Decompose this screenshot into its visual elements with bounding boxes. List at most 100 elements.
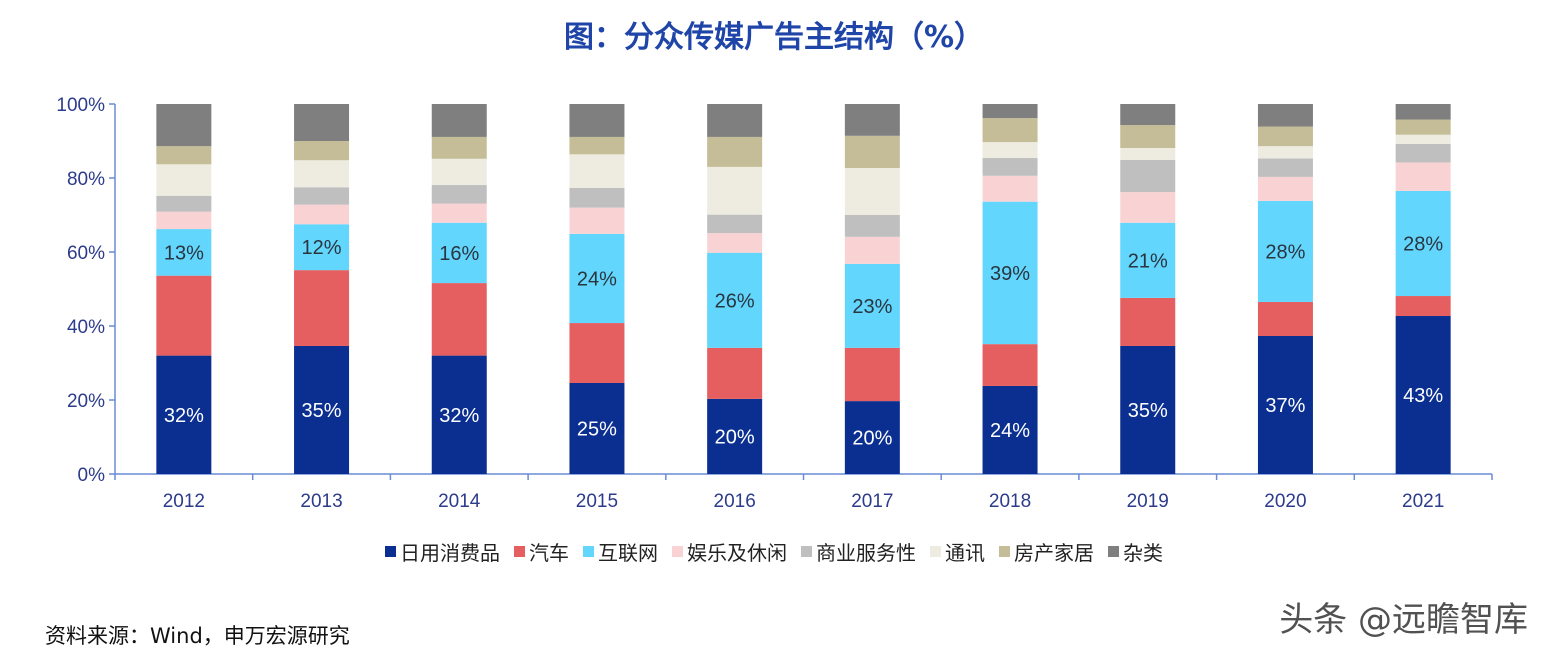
- bar-segment: [982, 385, 1038, 474]
- data-label: 20%: [715, 426, 755, 448]
- bar-segment: [156, 211, 212, 230]
- bar-segment: [569, 233, 625, 324]
- bar-segment: [1120, 192, 1176, 223]
- bar-segment: [156, 275, 212, 356]
- bar-segment: [707, 104, 763, 137]
- bar-segment: [569, 136, 625, 155]
- bar-segment: [1395, 316, 1451, 474]
- bar-segment: [294, 345, 350, 474]
- bar-segment: [569, 382, 625, 474]
- bar-segment: [1120, 297, 1176, 346]
- bar-segment: [156, 146, 212, 165]
- bar-segment: [156, 229, 212, 276]
- bar-segment: [294, 104, 350, 141]
- bar-segment: [1395, 143, 1451, 163]
- bar-segment: [294, 224, 350, 271]
- bar-segment: [1257, 126, 1313, 147]
- legend-item: 互联网: [583, 537, 658, 566]
- x-tick-label: 2021: [1402, 491, 1444, 512]
- bar-segment: [1257, 104, 1313, 127]
- bar-segment: [1395, 162, 1451, 191]
- y-tick-label: 80%: [67, 169, 105, 190]
- legend-label: 杂类: [1123, 541, 1163, 565]
- bar-segment: [1257, 176, 1313, 201]
- legend-swatch: [672, 546, 683, 557]
- bar-segment: [1120, 104, 1176, 126]
- data-label: 16%: [439, 243, 479, 265]
- data-label: 43%: [1403, 385, 1443, 407]
- x-tick-label: 2018: [989, 491, 1031, 512]
- bar-segment: [707, 136, 763, 167]
- bar-segment: [844, 215, 900, 237]
- x-tick-label: 2020: [1264, 491, 1306, 512]
- bar-segment: [431, 203, 487, 223]
- legend-swatch: [583, 546, 594, 557]
- bar-segment: [1395, 104, 1451, 120]
- bar-segment: [569, 187, 625, 208]
- bar-segment: [982, 175, 1038, 202]
- bar-segment: [707, 252, 763, 348]
- legend-swatch: [801, 546, 812, 557]
- bar-segment: [1257, 301, 1313, 336]
- bar-segment: [982, 344, 1038, 386]
- data-label: 32%: [439, 405, 479, 427]
- legend-label: 日用消费品: [400, 541, 500, 565]
- y-tick-label: 60%: [67, 243, 105, 264]
- bar-segment: [1120, 159, 1176, 193]
- legend-swatch: [385, 546, 396, 557]
- data-label: 37%: [1265, 395, 1305, 417]
- bar-segment: [1395, 190, 1451, 297]
- legend-item: 房产家居: [999, 537, 1094, 566]
- bar-segment: [431, 355, 487, 474]
- bar-segment: [1257, 335, 1313, 474]
- bar-segment: [156, 355, 212, 474]
- bar-segment: [156, 164, 212, 196]
- legend-swatch: [514, 546, 525, 557]
- x-tick-label: 2015: [576, 491, 618, 512]
- legend-label: 通讯: [945, 541, 985, 565]
- legend-item: 娱乐及休闲: [672, 537, 787, 566]
- bar-segment: [431, 104, 487, 137]
- bar-segment: [982, 118, 1038, 143]
- bar-segment: [1257, 200, 1313, 302]
- bar-segment: [844, 104, 900, 136]
- legend-item: 汽车: [514, 537, 569, 566]
- data-label: 28%: [1265, 241, 1305, 263]
- bar-segment: [844, 401, 900, 474]
- data-label: 23%: [852, 296, 892, 318]
- y-tick-label: 0%: [78, 465, 106, 486]
- bar-segment: [1257, 146, 1313, 159]
- data-label: 25%: [577, 418, 617, 440]
- bar-segment: [707, 347, 763, 399]
- data-label: 35%: [302, 400, 342, 422]
- legend-item: 商业服务性: [801, 537, 916, 566]
- bar-segment: [294, 187, 350, 205]
- bar-segment: [569, 323, 625, 383]
- legend-label: 商业服务性: [816, 541, 916, 565]
- bar-segment: [982, 104, 1038, 119]
- source-note: 资料来源：Wind，申万宏源研究: [45, 624, 350, 648]
- bar-segment: [294, 204, 350, 225]
- data-label: 26%: [715, 290, 755, 312]
- x-tick-label: 2013: [300, 491, 342, 512]
- data-label: 12%: [302, 237, 342, 259]
- bar-segment: [431, 136, 487, 159]
- legend-label: 房产家居: [1014, 541, 1094, 565]
- bar-segment: [707, 166, 763, 215]
- data-label: 24%: [990, 420, 1030, 442]
- bar-segment: [844, 263, 900, 348]
- bar-segment: [707, 398, 763, 474]
- bar-segment: [1120, 345, 1176, 474]
- data-label: 35%: [1128, 400, 1168, 422]
- y-tick-label: 20%: [67, 391, 105, 412]
- bar-segment: [844, 236, 900, 264]
- bar-segment: [707, 214, 763, 234]
- bar-segment: [982, 142, 1038, 159]
- bar-segment: [569, 207, 625, 234]
- y-tick-label: 100%: [56, 95, 105, 116]
- bar-segment: [431, 222, 487, 284]
- bar-segment: [431, 185, 487, 204]
- data-label: 24%: [577, 268, 617, 290]
- bar-segment: [1120, 222, 1176, 298]
- bar-segment: [1257, 158, 1313, 177]
